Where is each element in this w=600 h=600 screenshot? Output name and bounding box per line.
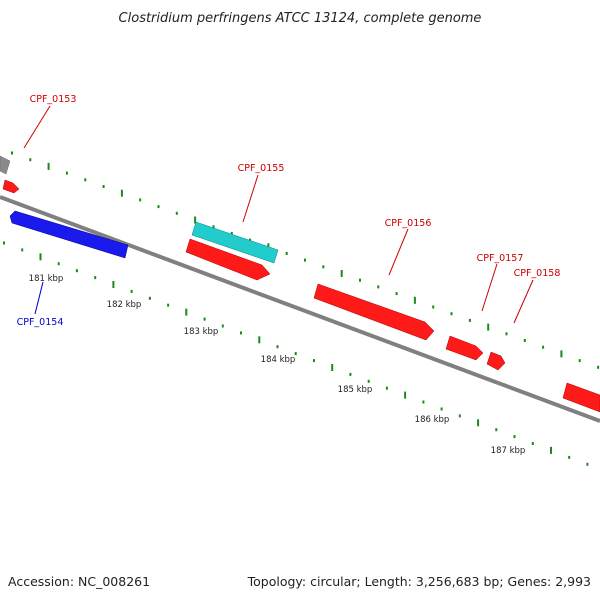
gene-label-cpf-0157[interactable]: CPF_0157 — [477, 253, 524, 264]
genome-summary-text: Topology: circular; Length: 3,256,683 bp… — [247, 574, 591, 589]
gene-label-cpf-0158[interactable]: CPF_0158 — [514, 268, 561, 279]
scale-label-181: 181 kbp — [29, 274, 64, 284]
gene-cpf-0156[interactable] — [313, 283, 435, 341]
gene-cpf-0157[interactable] — [445, 335, 484, 361]
scale-label-186: 186 kbp — [415, 415, 450, 425]
gc-track-lower — [3, 241, 589, 466]
scale-label-183: 183 kbp — [184, 327, 219, 337]
scale-label-182: 182 kbp — [107, 300, 142, 310]
map-title: Clostridium perfringens ATCC 13124, comp… — [119, 11, 482, 26]
scale-labels: 181 kbp 182 kbp 183 kbp 184 kbp 185 kbp … — [29, 274, 526, 456]
scale-label-187: 187 kbp — [491, 446, 526, 456]
gene-cpf-0155[interactable] — [185, 238, 271, 281]
gene-cpf-0158[interactable] — [486, 351, 506, 371]
features — [0, 155, 600, 413]
gene-labels: CPF_0153 CPF_0154 CPF_0155 CPF_0156 CPF_… — [17, 94, 561, 328]
gene-cpf-0154[interactable] — [9, 210, 129, 259]
genome-backbone — [0, 195, 600, 423]
gene-label-cpf-0154[interactable]: CPF_0154 — [17, 317, 64, 328]
gene-label-lines — [23, 105, 534, 324]
rna-gene-cpf-0155[interactable] — [191, 221, 279, 264]
feature-gray[interactable] — [0, 155, 11, 175]
gene-next[interactable] — [562, 382, 600, 413]
scale-label-184: 184 kbp — [261, 355, 296, 365]
accession-text: Accession: NC_008261 — [8, 574, 150, 589]
gene-label-cpf-0156[interactable]: CPF_0156 — [385, 218, 432, 229]
scale-label-185: 185 kbp — [338, 385, 373, 395]
gene-cpf-0153[interactable] — [2, 179, 20, 194]
gene-label-cpf-0155[interactable]: CPF_0155 — [238, 163, 285, 174]
gene-label-cpf-0153[interactable]: CPF_0153 — [30, 94, 77, 105]
